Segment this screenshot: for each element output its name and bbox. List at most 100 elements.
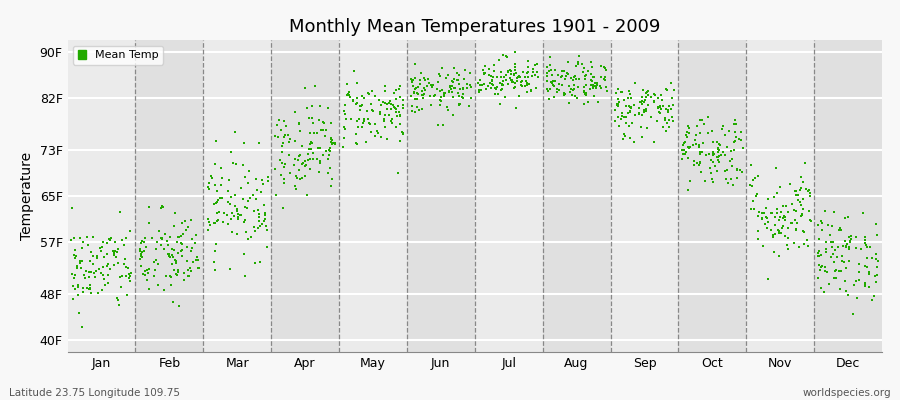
Point xyxy=(72,235,86,242)
Point xyxy=(432,88,446,94)
Point xyxy=(436,91,451,98)
Point xyxy=(184,248,198,255)
Point xyxy=(608,106,623,113)
Point xyxy=(638,90,652,97)
Point xyxy=(135,254,149,260)
Point xyxy=(524,87,538,94)
Point xyxy=(706,139,721,145)
Point xyxy=(384,118,399,124)
Point xyxy=(550,89,564,95)
Point xyxy=(207,160,221,167)
Point xyxy=(142,204,157,210)
Point xyxy=(368,121,382,127)
Point xyxy=(713,142,727,148)
Point xyxy=(482,66,497,72)
Point xyxy=(184,236,199,242)
Point xyxy=(849,234,863,240)
Point xyxy=(167,210,182,216)
Point xyxy=(550,86,564,92)
Point xyxy=(324,183,338,190)
Point xyxy=(706,158,721,165)
Point xyxy=(653,92,668,98)
Point xyxy=(405,78,419,85)
Point xyxy=(324,139,338,145)
Point xyxy=(664,106,679,113)
Point xyxy=(145,235,159,242)
Point xyxy=(463,82,477,88)
Point xyxy=(743,206,758,212)
Point xyxy=(727,147,742,154)
Point xyxy=(452,93,466,100)
Point xyxy=(459,81,473,88)
Point xyxy=(240,198,255,204)
Point xyxy=(812,248,826,254)
Point xyxy=(831,244,845,250)
Point xyxy=(593,83,608,90)
Point xyxy=(818,268,832,274)
Point xyxy=(593,63,608,69)
Point xyxy=(693,151,707,157)
Point xyxy=(252,210,266,217)
Bar xyxy=(68,40,135,352)
Point xyxy=(851,268,866,275)
Point xyxy=(380,101,394,107)
Point xyxy=(494,74,508,80)
Point xyxy=(472,77,487,84)
Point xyxy=(174,248,188,254)
Point xyxy=(107,250,122,257)
Point xyxy=(385,120,400,126)
Point xyxy=(572,76,586,82)
Point xyxy=(84,249,98,255)
Point xyxy=(395,96,410,103)
Point xyxy=(662,117,677,123)
Point xyxy=(493,68,508,75)
Point xyxy=(236,162,250,168)
Point xyxy=(717,168,732,174)
Point xyxy=(869,256,884,263)
Point xyxy=(249,196,264,202)
Point xyxy=(301,156,315,163)
Point xyxy=(209,241,223,248)
Point xyxy=(488,91,502,98)
Point xyxy=(163,234,177,240)
Point xyxy=(288,183,302,190)
Point xyxy=(706,151,720,158)
Point xyxy=(405,103,419,109)
Point xyxy=(92,266,106,272)
Point xyxy=(133,246,148,252)
Point xyxy=(414,70,428,76)
Point xyxy=(760,225,774,231)
Point xyxy=(274,143,289,150)
Point xyxy=(503,74,517,81)
Point xyxy=(298,163,312,170)
Point xyxy=(87,274,102,280)
Point xyxy=(622,88,636,94)
Point xyxy=(611,114,625,120)
Point xyxy=(80,284,94,291)
Point xyxy=(853,246,868,252)
Point xyxy=(473,87,488,93)
Point xyxy=(380,106,394,112)
Point xyxy=(725,156,740,162)
Point xyxy=(554,82,569,88)
Point xyxy=(610,102,625,108)
Point xyxy=(598,65,612,71)
Point xyxy=(646,91,661,98)
Point xyxy=(64,236,78,243)
Point xyxy=(65,271,79,277)
Point xyxy=(706,148,720,155)
Point xyxy=(289,173,303,180)
Point xyxy=(711,145,725,152)
Point xyxy=(273,157,287,163)
Point xyxy=(303,156,318,162)
Point xyxy=(282,139,296,146)
Point xyxy=(75,245,89,251)
Point xyxy=(103,266,117,272)
Point xyxy=(834,253,849,260)
Point xyxy=(521,74,535,80)
Point xyxy=(446,76,461,82)
Point xyxy=(796,228,810,234)
Point xyxy=(623,108,637,114)
Point xyxy=(509,78,524,84)
Point xyxy=(258,222,273,229)
